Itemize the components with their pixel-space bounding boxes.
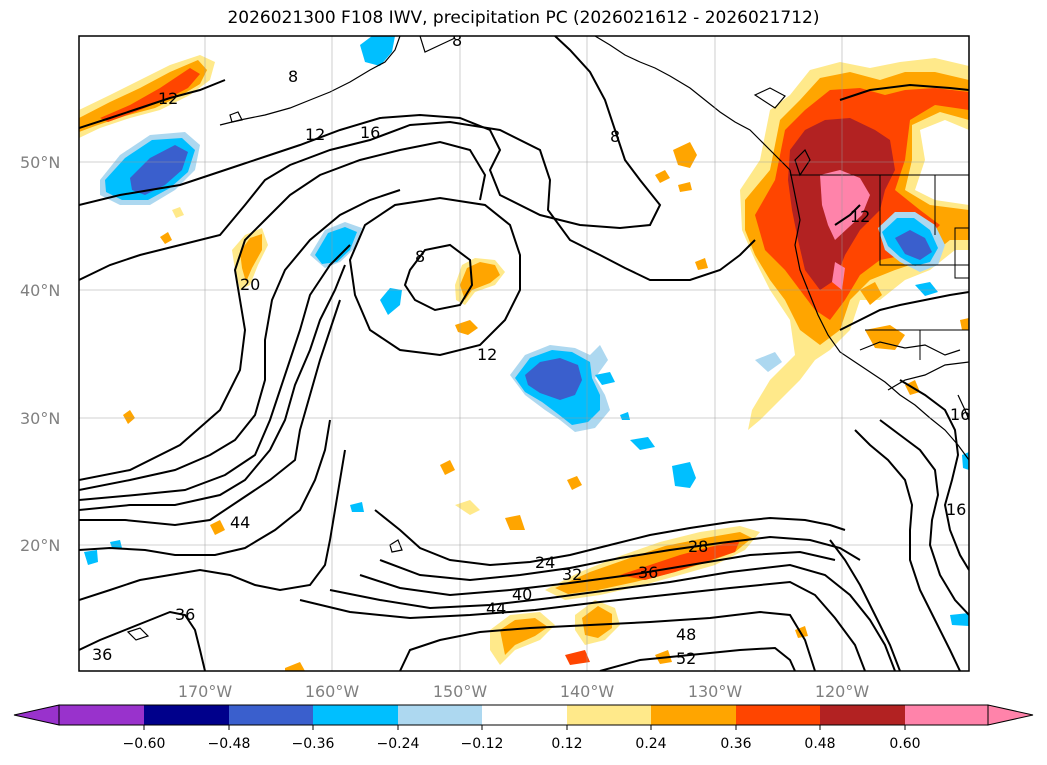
lon-label: 170°W <box>178 682 233 701</box>
colorbar-swatch <box>651 705 736 725</box>
colorbar-label: −0.36 <box>292 736 335 752</box>
colorbar-label: −0.12 <box>461 736 504 752</box>
colorbar: −0.60 −0.48 −0.36 −0.24 −0.12 0.12 0.24 … <box>13 704 1034 752</box>
contour-label: 8 <box>288 67 298 86</box>
map-title: 2026021300 F108 IWV, precipitation PC (2… <box>227 8 820 28</box>
lon-label: 130°W <box>688 682 743 701</box>
colorbar-label: 0.36 <box>720 736 751 752</box>
lon-label: 150°W <box>433 682 488 701</box>
contour-label: 12 <box>850 207 870 226</box>
colorbar-swatch <box>820 705 905 725</box>
contour-labels: 8 8 8 12 12 16 12 20 44 36 36 24 32 36 2… <box>92 31 970 668</box>
colorbar-swatch <box>736 705 820 725</box>
lat-label: 30°N <box>20 409 60 428</box>
colorbar-label: 0.48 <box>804 736 835 752</box>
contour-label: 8 <box>452 31 462 50</box>
colorbar-swatch <box>398 705 482 725</box>
contour-label: 20 <box>240 275 260 294</box>
colorbar-label: −0.48 <box>208 736 251 752</box>
contour-label: 12 <box>158 89 178 108</box>
colorbar-swatch <box>567 705 651 725</box>
latitude-labels: 50°N 40°N 30°N 20°N <box>20 153 60 555</box>
contour-label: 36 <box>92 645 112 664</box>
lon-label: 160°W <box>305 682 360 701</box>
contour-label: 48 <box>676 625 696 644</box>
colorbar-swatch <box>229 705 313 725</box>
contour-label: 52 <box>676 649 696 668</box>
contour-label: 24 <box>535 553 555 572</box>
lat-label: 40°N <box>20 281 60 300</box>
colorbar-swatch <box>905 705 988 725</box>
colorbar-swatch <box>313 705 398 725</box>
plot-frame <box>78 35 970 672</box>
colorbar-label: 0.60 <box>889 736 920 752</box>
lon-label: 120°W <box>815 682 870 701</box>
colorbar-label: 0.24 <box>635 736 666 752</box>
lat-label: 20°N <box>20 536 60 555</box>
lon-label: 140°W <box>560 682 615 701</box>
colorbar-label: 0.12 <box>551 736 582 752</box>
colorbar-swatch <box>482 705 567 725</box>
gridlines <box>79 36 969 671</box>
colorbar-label: −0.60 <box>123 736 166 752</box>
contour-label: 28 <box>688 537 708 556</box>
colorbar-swatch <box>144 705 229 725</box>
map-plot-area: 8 8 8 12 12 16 12 20 44 36 36 24 32 36 2… <box>79 31 970 671</box>
contour-label: 36 <box>638 563 658 582</box>
coastlines <box>126 36 969 641</box>
contour-label: 32 <box>562 565 582 584</box>
lat-label: 50°N <box>20 153 60 172</box>
colorbar-extend-low <box>13 704 60 726</box>
colorbar-label: −0.24 <box>377 736 420 752</box>
contour-label: 44 <box>486 599 506 618</box>
contour-label: 8 <box>415 247 425 266</box>
colorbar-extend-high <box>987 704 1034 726</box>
contour-label: 16 <box>950 405 970 424</box>
contour-label: 36 <box>175 605 195 624</box>
colorbar-swatch <box>59 705 144 725</box>
longitude-labels: 170°W 160°W 150°W 140°W 130°W 120°W <box>178 682 870 701</box>
state-borders <box>790 174 969 360</box>
contour-label: 16 <box>360 123 380 142</box>
contour-label: 12 <box>477 345 497 364</box>
contour-label: 40 <box>512 585 532 604</box>
contour-label: 16 <box>946 500 966 519</box>
iwv-contours <box>79 36 969 671</box>
contour-label: 12 <box>305 125 325 144</box>
contour-label: 44 <box>230 513 250 532</box>
contour-label: 8 <box>610 127 620 146</box>
